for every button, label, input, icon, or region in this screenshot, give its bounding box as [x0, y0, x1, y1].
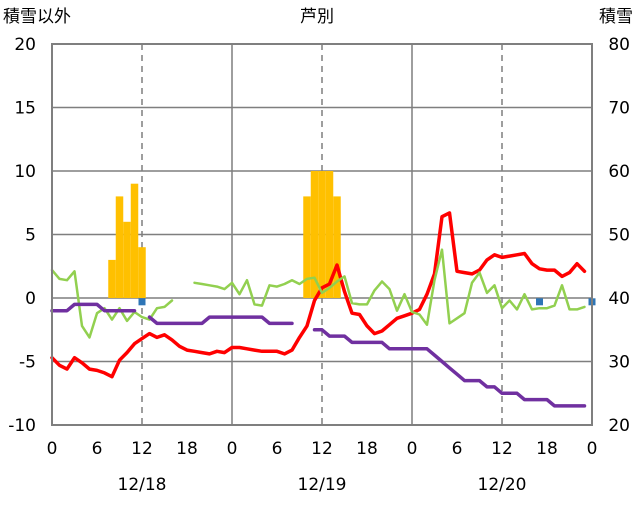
x-tick-label-6: 12 — [311, 439, 333, 459]
precip-bar-5 — [303, 196, 311, 298]
right-axis-label: 積雪 — [599, 7, 633, 27]
precip-bar-4 — [138, 247, 146, 298]
x-tick-label-2: 12 — [131, 439, 153, 459]
series-wind-segment-1 — [193, 248, 586, 326]
plot-frame — [51, 43, 593, 426]
right-tick-label-4: 60 — [608, 162, 630, 182]
x-tick-label-0: 0 — [47, 439, 58, 459]
right-tick-label-5: 70 — [608, 99, 630, 119]
left-tick-label-6: 20 — [14, 35, 36, 55]
series-wind-segment-0 — [50, 268, 174, 339]
x-tick-label-7: 18 — [356, 439, 378, 459]
date-label-1: 12/18 — [118, 475, 167, 495]
right-tick-label-3: 50 — [608, 226, 630, 246]
x-tick-label-12: 0 — [587, 439, 598, 459]
chart-title: 芦別 — [300, 7, 334, 27]
left-tick-label-2: 0 — [25, 289, 36, 309]
series-temperature-segment-0 — [50, 211, 587, 379]
precip-bar-2 — [123, 221, 131, 298]
x-tick-label-10: 12 — [491, 439, 513, 459]
marker-1 — [536, 298, 543, 306]
left-tick-label-1: -5 — [19, 353, 36, 373]
marker-0 — [138, 298, 146, 306]
left-tick-label-4: 10 — [14, 162, 36, 182]
precip-bar-3 — [130, 183, 139, 298]
precipitation-bars — [108, 171, 341, 298]
precip-bar-6 — [310, 171, 319, 298]
left-axis-label: 積雪以外 — [3, 7, 71, 27]
precip-bar-7 — [318, 171, 326, 298]
left-tick-label-3: 5 — [25, 226, 36, 246]
x-tick-label-9: 6 — [452, 439, 463, 459]
series-purple-segment-0 — [50, 302, 137, 313]
right-tick-label-6: 80 — [608, 35, 630, 55]
x-tick-label-11: 18 — [536, 439, 558, 459]
left-tick-label-5: 15 — [14, 99, 36, 119]
date-label-3: 12/20 — [478, 475, 527, 495]
precip-bar-1 — [115, 196, 124, 298]
precip-bar-9 — [333, 196, 341, 298]
x-tick-label-1: 6 — [92, 439, 103, 459]
x-tick-label-3: 18 — [176, 439, 198, 459]
series-purple-segment-2 — [312, 328, 587, 408]
precip-bar-0 — [108, 259, 116, 298]
date-label-2: 12/19 — [298, 475, 347, 495]
x-tick-label-8: 0 — [407, 439, 418, 459]
right-tick-label-0: 20 — [608, 416, 630, 436]
series-lines — [50, 211, 587, 408]
x-tick-label-4: 0 — [227, 439, 238, 459]
series-purple-segment-1 — [147, 315, 294, 326]
x-tick-label-5: 6 — [272, 439, 283, 459]
right-tick-label-2: 40 — [608, 289, 630, 309]
right-tick-label-1: 30 — [608, 353, 630, 373]
left-tick-label-0: -10 — [8, 416, 36, 436]
precip-bar-8 — [325, 171, 334, 298]
